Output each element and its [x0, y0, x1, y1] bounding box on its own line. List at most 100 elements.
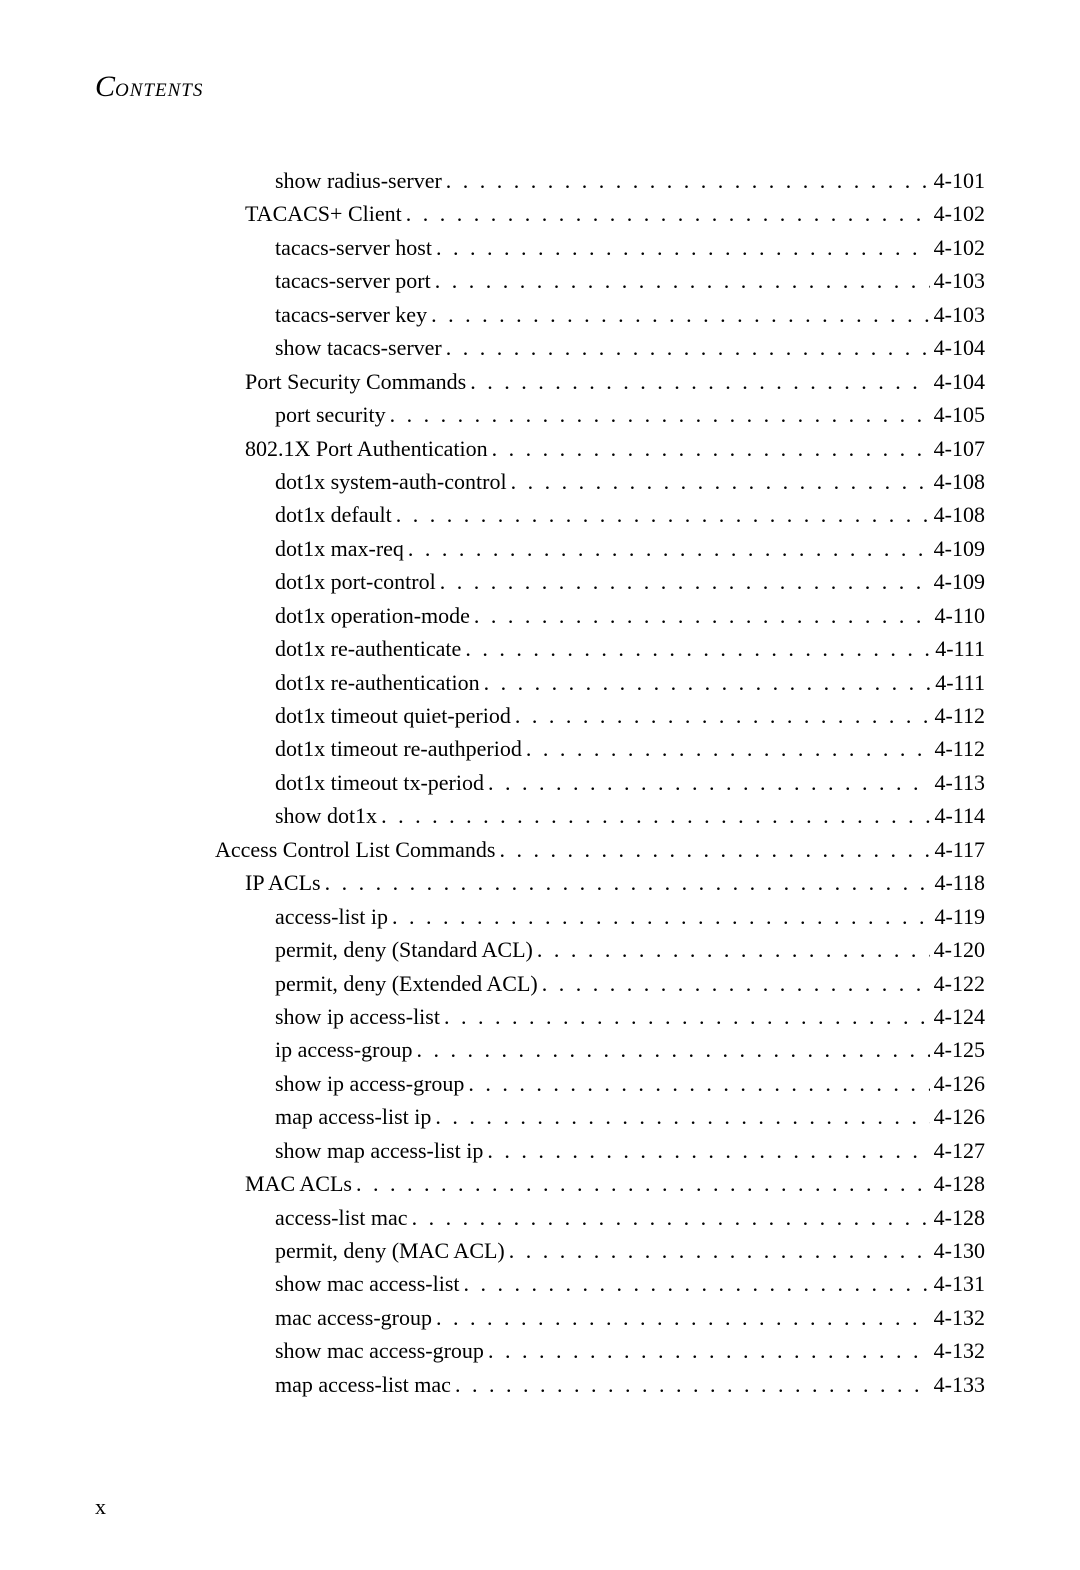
toc-entry: access-list ip 4-119: [275, 900, 985, 933]
toc-dots: [488, 1334, 930, 1367]
page-header: CONTENTS: [95, 70, 985, 104]
toc-entry-label: show mac access-list: [275, 1267, 460, 1300]
toc-dots: [509, 1234, 930, 1267]
toc-entry: dot1x re-authenticate4-111: [275, 632, 985, 665]
toc-entry: show ip access-list4-124: [275, 1000, 985, 1033]
toc-entry-label: access-list mac: [275, 1201, 408, 1234]
toc-entry-label: tacacs-server key: [275, 298, 427, 331]
toc-entry-label: tacacs-server host: [275, 231, 432, 264]
toc-dots: [446, 164, 930, 197]
toc-entry-page: 4-108: [934, 465, 985, 498]
toc-entry: mac access-group4-132: [275, 1301, 985, 1334]
toc-entry: dot1x operation-mode4-110: [275, 599, 985, 632]
toc-entry: show mac access-group 4-132: [275, 1334, 985, 1367]
toc-dots: [440, 565, 930, 598]
toc-entry: permit, deny (MAC ACL)4-130: [275, 1234, 985, 1267]
toc-entry-page: 4-126: [934, 1067, 985, 1100]
toc-entry-label: dot1x timeout quiet-period: [275, 699, 511, 732]
toc-entry-label: dot1x system-auth-control: [275, 465, 507, 498]
toc-entry-label: TACACS+ Client: [245, 197, 402, 230]
toc-entry-page: 4-105: [934, 398, 985, 431]
toc-entry: tacacs-server key 4-103: [275, 298, 985, 331]
toc-entry-page: 4-127: [934, 1134, 985, 1167]
toc-entry-page: 4-102: [934, 197, 985, 230]
table-of-contents: show radius-server 4-101 TACACS+ Client 4-1…: [215, 164, 985, 1401]
toc-entry: show dot1x4-114: [275, 799, 985, 832]
toc-entry-label: show mac access-group: [275, 1334, 484, 1367]
toc-entry-page: 4-102: [934, 231, 985, 264]
toc-dots: [416, 1033, 929, 1066]
toc-entry-page: 4-101: [934, 164, 985, 197]
header-rest: ONTENTS: [115, 80, 203, 101]
toc-entry: IP ACLs4-118: [245, 866, 985, 899]
toc-dots: [325, 866, 931, 899]
toc-dots: [436, 1301, 930, 1334]
toc-dots: [468, 1067, 929, 1100]
toc-dots: [390, 398, 930, 431]
toc-entry: tacacs-server host 4-102: [275, 231, 985, 264]
toc-entry-label: ip access-group: [275, 1033, 412, 1066]
toc-entry-label: show radius-server: [275, 164, 442, 197]
toc-dots: [455, 1368, 930, 1401]
toc-entry: show mac access-list 4-131: [275, 1267, 985, 1300]
toc-entry-page: 4-125: [934, 1033, 985, 1066]
toc-entry-label: Access Control List Commands: [215, 833, 495, 866]
toc-dots: [488, 766, 931, 799]
toc-entry: Access Control List Commands4-117: [215, 833, 985, 866]
toc-entry-label: show ip access-group: [275, 1067, 464, 1100]
toc-dots: [435, 1100, 929, 1133]
toc-entry-page: 4-109: [934, 565, 985, 598]
toc-dots: [396, 498, 930, 531]
toc-entry-page: 4-111: [935, 632, 985, 665]
toc-entry-page: 4-126: [934, 1100, 985, 1133]
toc-dots: [465, 632, 931, 665]
toc-entry-page: 4-132: [934, 1334, 985, 1367]
toc-entry: tacacs-server port4-103: [275, 264, 985, 297]
toc-entry-label: show tacacs-server: [275, 331, 442, 364]
toc-entry-page: 4-107: [934, 432, 985, 465]
toc-entry: permit, deny (Standard ACL)4-120: [275, 933, 985, 966]
toc-entry-page: 4-133: [934, 1368, 985, 1401]
toc-dots: [526, 732, 931, 765]
toc-entry-label: dot1x port-control: [275, 565, 436, 598]
toc-dots: [470, 365, 929, 398]
toc-dots: [515, 699, 931, 732]
toc-dots: [464, 1267, 930, 1300]
toc-entry-page: 4-131: [934, 1267, 985, 1300]
toc-entry-page: 4-113: [934, 766, 985, 799]
toc-entry: show map access-list ip 4-127: [275, 1134, 985, 1167]
toc-entry: access-list mac 4-128: [275, 1201, 985, 1234]
toc-entry-page: 4-128: [934, 1167, 985, 1200]
toc-entry-label: dot1x timeout tx-period: [275, 766, 484, 799]
toc-dots: [435, 264, 930, 297]
toc-dots: [356, 1167, 930, 1200]
toc-entry-page: 4-128: [934, 1201, 985, 1234]
toc-entry: map access-list mac4-133: [275, 1368, 985, 1401]
toc-dots: [499, 833, 930, 866]
toc-entry: MAC ACLs4-128: [245, 1167, 985, 1200]
toc-entry: dot1x system-auth-control 4-108: [275, 465, 985, 498]
toc-entry: TACACS+ Client 4-102: [245, 197, 985, 230]
toc-dots: [436, 231, 930, 264]
toc-entry-page: 4-114: [934, 799, 985, 832]
toc-entry-page: 4-103: [934, 298, 985, 331]
toc-entry: dot1x timeout quiet-period4-112: [275, 699, 985, 732]
toc-entry-label: Port Security Commands: [245, 365, 466, 398]
toc-entry-label: access-list ip: [275, 900, 388, 933]
toc-entry-label: 802.1X Port Authentication: [245, 432, 488, 465]
toc-entry-page: 4-118: [934, 866, 985, 899]
toc-entry: dot1x default4-108: [275, 498, 985, 531]
toc-entry-label: port security: [275, 398, 386, 431]
toc-entry-label: show map access-list ip: [275, 1134, 483, 1167]
toc-dots: [408, 532, 930, 565]
toc-entry-page: 4-104: [934, 331, 985, 364]
toc-entry-page: 4-104: [934, 365, 985, 398]
toc-entry: Port Security Commands 4-104: [245, 365, 985, 398]
toc-entry: dot1x timeout re-authperiod4-112: [275, 732, 985, 765]
toc-entry-page: 4-119: [934, 900, 985, 933]
toc-entry: port security 4-105: [275, 398, 985, 431]
toc-entry-label: dot1x max-req: [275, 532, 404, 565]
toc-entry-label: tacacs-server port: [275, 264, 431, 297]
toc-dots: [484, 666, 932, 699]
toc-entry-page: 4-132: [934, 1301, 985, 1334]
